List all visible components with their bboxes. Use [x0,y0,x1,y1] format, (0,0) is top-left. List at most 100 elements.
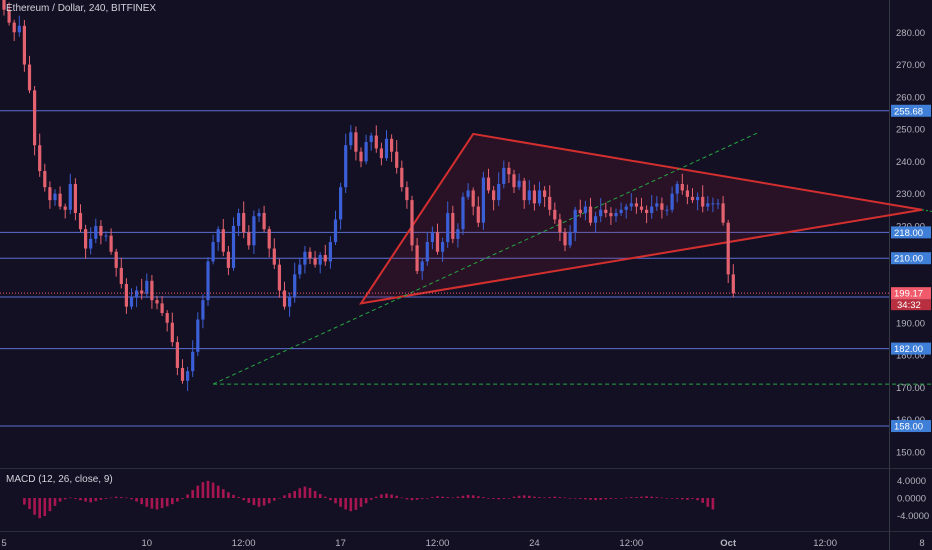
level-price-tag[interactable] [891,342,931,355]
candle-body[interactable] [497,183,501,201]
candle-body[interactable] [129,296,134,307]
candle-body[interactable] [89,238,93,249]
candle-body[interactable] [614,213,618,217]
candle-body[interactable] [420,261,424,272]
candle-body[interactable] [308,251,312,259]
candle-body[interactable] [206,261,210,301]
candle-body[interactable] [721,203,725,223]
candle-body[interactable] [619,209,623,214]
candle-body[interactable] [191,351,195,372]
candle-body[interactable] [680,183,684,191]
candle-body[interactable] [410,200,414,246]
candle-body[interactable] [43,171,47,188]
candle-body[interactable] [374,135,378,149]
candle-body[interactable] [379,148,383,159]
candle-body[interactable] [502,167,506,184]
candle-body[interactable] [186,371,190,381]
candle-body[interactable] [48,187,52,201]
candle-body[interactable] [196,319,200,352]
candle-body[interactable] [578,209,582,214]
candle-body[interactable] [277,264,281,291]
level-price-tag[interactable] [891,226,931,239]
triangle-pattern[interactable] [358,132,923,305]
candle-body[interactable] [359,151,363,162]
candle-body[interactable] [507,167,511,175]
candle-body[interactable] [155,300,159,304]
candle-body[interactable] [522,180,526,201]
candle-body[interactable] [2,0,6,10]
candle-body[interactable] [364,142,368,162]
candle-body[interactable] [84,229,88,249]
candle-body[interactable] [629,203,633,207]
candle-body[interactable] [537,190,542,204]
candle-body[interactable] [675,183,679,194]
candle-body[interactable] [492,190,496,201]
candle-body[interactable] [624,206,628,210]
candle-body[interactable] [655,203,659,207]
candle-body[interactable] [558,219,562,233]
candle-body[interactable] [711,203,715,205]
candle-body[interactable] [471,190,475,207]
candle-body[interactable] [400,167,404,188]
candle-body[interactable] [384,138,389,159]
candle-body[interactable] [68,183,72,210]
candle-body[interactable] [58,193,62,207]
level-price-tag[interactable] [891,252,931,265]
trendline[interactable] [212,131,760,385]
candle-body[interactable] [441,242,445,252]
candle-body[interactable] [435,232,440,252]
candle-body[interactable] [119,267,123,285]
candle-body[interactable] [604,209,608,214]
candle-body[interactable] [252,216,256,246]
candle-body[interactable] [634,203,638,207]
candle-body[interactable] [594,216,598,223]
candle-body[interactable] [726,222,730,275]
candle-body[interactable] [512,174,516,188]
candle-body[interactable] [22,25,26,65]
candle-body[interactable] [639,206,644,210]
candle-body[interactable] [573,209,577,233]
candle-body[interactable] [73,183,77,214]
candle-body[interactable] [568,232,572,246]
candle-body[interactable] [160,303,164,314]
candle-body[interactable] [313,258,317,265]
candle-body[interactable] [150,280,154,301]
candle-body[interactable] [216,229,220,243]
candle-body[interactable] [532,190,536,204]
candle-body[interactable] [7,9,11,23]
candle-body[interactable] [543,190,547,197]
candle-body[interactable] [696,196,700,201]
candle-body[interactable] [451,213,455,239]
candle-body[interactable] [588,206,593,223]
candle-body[interactable] [124,284,128,307]
candle-body[interactable] [665,209,669,211]
candle-body[interactable] [456,229,460,239]
candle-body[interactable] [33,90,37,146]
candle-body[interactable] [38,145,42,172]
candle-body[interactable] [706,203,710,207]
candle-body[interactable] [104,235,108,237]
candle-body[interactable] [226,251,230,268]
candle-body[interactable] [323,254,327,262]
candle-body[interactable] [282,290,287,307]
candle-body[interactable] [716,203,720,205]
macd-title[interactable]: MACD (12, 26, close, 9) [6,474,113,485]
candle-body[interactable] [109,235,113,252]
candle-body[interactable] [288,296,292,307]
candle-body[interactable] [395,151,399,168]
candle-body[interactable] [517,180,521,188]
candle-body[interactable] [267,229,271,249]
candle-body[interactable] [99,225,103,236]
candle-body[interactable] [476,206,480,223]
candle-body[interactable] [583,206,587,214]
candle-body[interactable] [405,187,409,201]
level-price-tag[interactable] [891,104,931,117]
candle-body[interactable] [94,225,98,239]
candle-body[interactable] [660,203,664,210]
candle-body[interactable] [685,190,689,197]
candle-body[interactable] [211,242,215,262]
candle-body[interactable] [237,213,241,226]
candle-body[interactable] [170,322,174,343]
candle-body[interactable] [328,242,332,262]
